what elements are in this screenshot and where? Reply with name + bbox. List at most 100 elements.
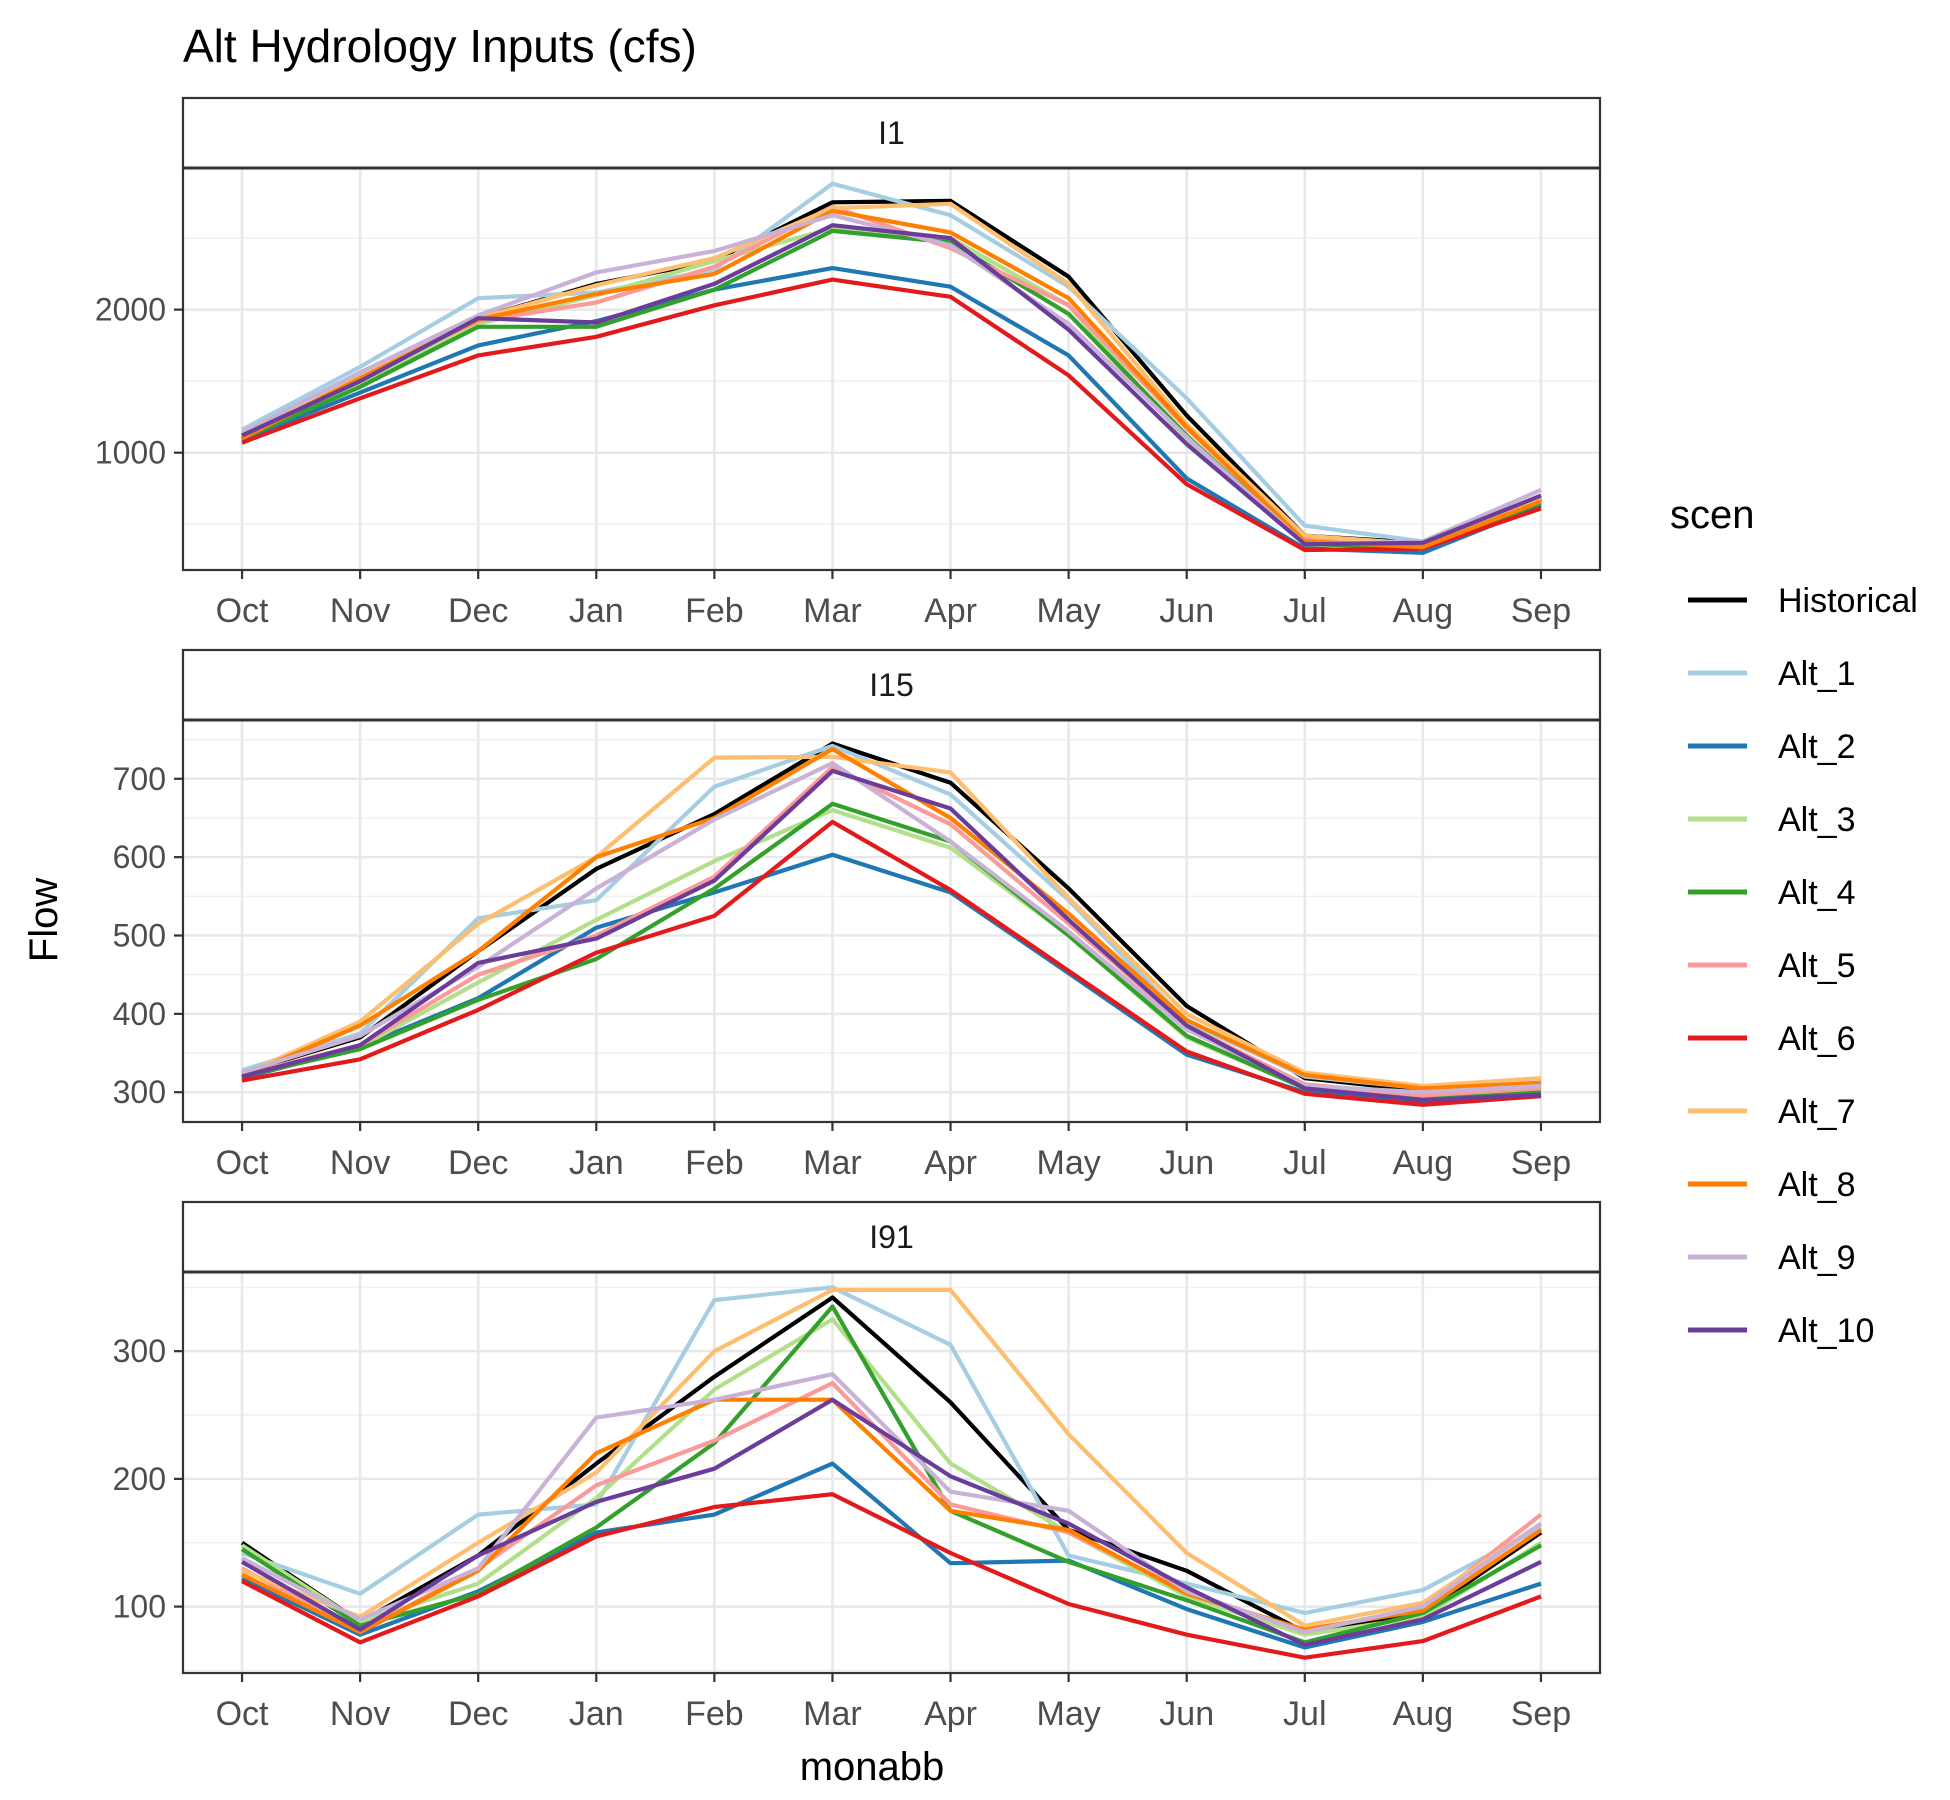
x-tick-label: Sep	[1511, 1144, 1572, 1182]
x-tick-label: Jul	[1283, 1695, 1326, 1733]
series-line-alt-6	[241, 1492, 1542, 1660]
legend-item-alt-6: Alt_6	[1688, 1020, 1856, 1058]
y-tick-label: 100	[113, 1589, 166, 1625]
x-tick-label: Jan	[569, 592, 624, 630]
y-tick-label: 200	[113, 1461, 166, 1497]
series-line-alt-7	[241, 201, 1542, 547]
x-tick-label: Dec	[448, 1695, 508, 1733]
x-tick-label: Feb	[685, 1144, 744, 1182]
facet-strip-label: I15	[869, 667, 913, 703]
x-tick-label: Apr	[924, 1144, 977, 1182]
legend-label: Alt_10	[1778, 1312, 1874, 1350]
y-tick-label: 300	[113, 1333, 166, 1369]
series-line-alt-2	[241, 1461, 1542, 1650]
legend-label: Alt_6	[1778, 1020, 1856, 1058]
x-tick-label: Jun	[1159, 592, 1214, 630]
legend: scen Historical Alt_1 Alt_2 Alt_3 Alt_4 Alt_5…	[1670, 493, 1918, 1350]
facet-strip	[181, 96, 1602, 170]
legend-label: Alt_5	[1778, 947, 1856, 985]
series-line-alt-8	[241, 746, 1542, 1091]
x-tick-label: Aug	[1393, 1144, 1454, 1182]
x-tick-label: May	[1037, 592, 1101, 630]
facet-panel-i91: I91 100 200 300 Oct Nov Dec Jan Feb Mar Apr May Jun J…	[113, 1200, 1602, 1733]
legend-label: Alt_1	[1778, 655, 1856, 693]
series-line-alt-4	[241, 801, 1542, 1101]
x-tick-label: Jan	[569, 1695, 624, 1733]
legend-item-alt-4: Alt_4	[1688, 874, 1856, 912]
series-line-alt-9	[241, 760, 1542, 1095]
x-tick-label: Jun	[1159, 1144, 1214, 1182]
series-line-alt-3	[240, 1317, 1543, 1637]
x-tick-label: Sep	[1511, 1695, 1572, 1733]
x-tick-label: Mar	[803, 592, 862, 630]
series-line-alt-5	[241, 764, 1542, 1098]
series-line-alt-6	[241, 277, 1542, 553]
legend-label: Historical	[1778, 582, 1918, 620]
facet-panels: I1 1000 2000 Oct Nov Dec Jan Feb Mar Apr May Jun Jul…	[95, 96, 1602, 1733]
panel-border	[181, 166, 1602, 572]
x-axis-title: monabb	[800, 1745, 945, 1789]
y-tick-label: 700	[113, 761, 166, 797]
series-line-alt-10	[240, 1397, 1542, 1648]
y-tick-label: 300	[113, 1074, 166, 1110]
legend-item-alt-1: Alt_1	[1688, 655, 1856, 693]
legend-item-alt-9: Alt_9	[1688, 1239, 1856, 1277]
x-tick-label: Jul	[1283, 592, 1326, 630]
y-axis-title: Flow	[22, 878, 66, 963]
x-tick-label: Jul	[1283, 1144, 1326, 1182]
x-tick-label: Nov	[330, 1144, 390, 1182]
chart-title: Alt Hydrology Inputs (cfs)	[183, 20, 697, 72]
series-line-alt-5	[241, 1380, 1543, 1635]
x-tick-label: Nov	[330, 1695, 390, 1733]
legend-item-alt-5: Alt_5	[1688, 947, 1856, 985]
x-tick-label: Aug	[1393, 592, 1454, 630]
legend-item-alt-7: Alt_7	[1688, 1093, 1856, 1131]
y-tick-label: 400	[113, 996, 166, 1032]
series-line-alt-1	[241, 181, 1542, 544]
series-line-alt-7	[241, 1287, 1543, 1628]
x-tick-label: Dec	[448, 1144, 508, 1182]
series-line-alt-6	[241, 819, 1542, 1107]
y-tick-label: 1000	[95, 435, 166, 471]
legend-item-alt-2: Alt_2	[1688, 728, 1856, 766]
y-tick-label: 600	[113, 839, 166, 875]
legend-label: Alt_2	[1778, 728, 1856, 766]
series-line-alt-1	[241, 1285, 1542, 1616]
x-tick-label: Feb	[685, 592, 744, 630]
legend-label: Alt_8	[1778, 1166, 1856, 1204]
series-line-alt-4	[240, 1304, 1543, 1645]
series-line-alt-9	[241, 213, 1542, 547]
facet-strip-label: I1	[878, 115, 905, 151]
legend-item-alt-10: Alt_10	[1688, 1312, 1874, 1350]
y-tick-label: 2000	[95, 292, 166, 328]
facet-panel-i1: I1 1000 2000 Oct Nov Dec Jan Feb Mar Apr May Jun Jul…	[95, 96, 1602, 630]
legend-label: Alt_3	[1778, 801, 1856, 839]
legend-label: Alt_7	[1778, 1093, 1856, 1131]
x-tick-label: Mar	[803, 1144, 862, 1182]
legend-items: Historical Alt_1 Alt_2 Alt_3 Alt_4 Alt_5 Alt_6…	[1688, 582, 1918, 1350]
x-tick-label: Oct	[216, 1144, 269, 1182]
x-tick-label: May	[1037, 1144, 1101, 1182]
x-tick-label: Apr	[924, 1695, 977, 1733]
x-tick-label: Mar	[803, 1695, 862, 1733]
x-tick-label: Apr	[924, 592, 977, 630]
series-line-alt-9	[241, 1372, 1543, 1635]
facet-strip-label: I91	[869, 1219, 913, 1255]
facet-strip	[181, 1200, 1602, 1274]
x-tick-label: Jun	[1159, 1695, 1214, 1733]
series-line-alt-8	[241, 208, 1542, 550]
legend-label: Alt_4	[1778, 874, 1856, 912]
legend-item-alt-8: Alt_8	[1688, 1166, 1856, 1204]
x-tick-label: May	[1037, 1695, 1101, 1733]
series-line-alt-5	[241, 204, 1542, 548]
x-tick-label: Dec	[448, 592, 508, 630]
x-tick-label: Nov	[330, 592, 390, 630]
series-line-alt-3	[241, 807, 1542, 1100]
x-tick-label: Sep	[1511, 592, 1572, 630]
series-line-alt-10	[241, 768, 1542, 1103]
series-line-alt-10	[241, 223, 1542, 547]
x-tick-label: Jan	[569, 1144, 624, 1182]
facet-strip	[181, 648, 1602, 722]
legend-label: Alt_9	[1778, 1239, 1856, 1277]
